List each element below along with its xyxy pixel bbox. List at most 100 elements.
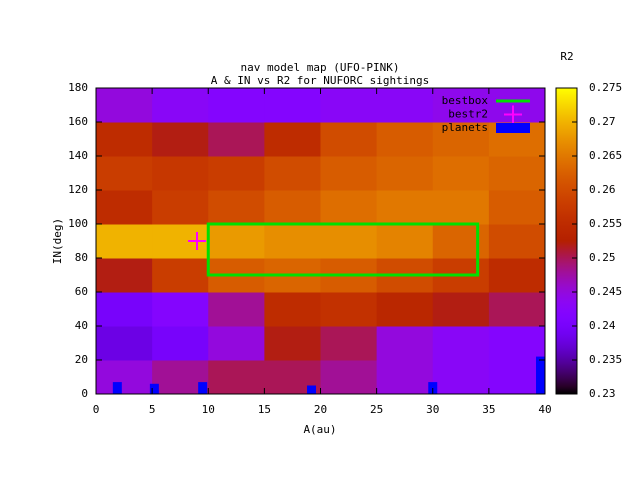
heat-cell bbox=[376, 326, 434, 361]
heat-cell bbox=[488, 190, 546, 225]
heat-cell bbox=[208, 156, 265, 191]
colorbar-tick-label: 0.23 bbox=[589, 387, 616, 400]
heat-cell bbox=[264, 292, 321, 327]
x-tick-label: 10 bbox=[202, 403, 215, 416]
heat-cell bbox=[152, 326, 209, 361]
heat-cell bbox=[376, 190, 434, 225]
heat-cell bbox=[432, 122, 490, 157]
heat-cell bbox=[376, 224, 434, 259]
x-tick-label: 20 bbox=[314, 403, 327, 416]
y-tick-label: 160 bbox=[68, 115, 88, 128]
x-tick-label: 15 bbox=[258, 403, 271, 416]
planet-bar bbox=[307, 385, 317, 394]
heat-cell bbox=[488, 326, 546, 361]
heat-cell bbox=[376, 122, 434, 157]
heat-cell bbox=[320, 326, 378, 361]
heat-cell bbox=[376, 360, 434, 395]
heat-cell bbox=[96, 360, 153, 395]
heat-cell bbox=[432, 156, 490, 191]
planet-bar bbox=[149, 383, 159, 394]
heat-cell bbox=[432, 190, 490, 225]
x-tick-label: 35 bbox=[482, 403, 495, 416]
heat-cell bbox=[432, 326, 490, 361]
x-tick-label: 25 bbox=[370, 403, 383, 416]
heat-cell bbox=[432, 224, 490, 259]
x-tick-label: 30 bbox=[426, 403, 439, 416]
x-tick-label: 5 bbox=[149, 403, 156, 416]
colorbar-tick-label: 0.24 bbox=[589, 319, 616, 332]
colorbar bbox=[555, 87, 578, 395]
heat-cell bbox=[208, 88, 265, 123]
chart-subtitle: A & IN vs R2 for NUFORC sightings bbox=[211, 74, 430, 87]
heat-cell bbox=[208, 122, 265, 157]
heat-cell bbox=[96, 292, 153, 327]
planet-bar bbox=[536, 356, 545, 394]
colorbar-tick-label: 0.25 bbox=[589, 251, 616, 264]
colorbar-label: R2 bbox=[560, 50, 573, 63]
heat-cell bbox=[264, 88, 321, 123]
colorbar-tick-label: 0.235 bbox=[589, 353, 622, 366]
heat-cell bbox=[488, 88, 546, 123]
heat-cell bbox=[96, 224, 153, 259]
legend-swatch bbox=[496, 123, 530, 133]
heat-cell bbox=[376, 88, 434, 123]
legend-label: bestr2 bbox=[448, 108, 488, 121]
heat-cell bbox=[96, 88, 153, 123]
heat-cell bbox=[152, 258, 209, 293]
heat-cell bbox=[320, 224, 378, 259]
heat-cell bbox=[152, 292, 209, 327]
heat-cell bbox=[320, 88, 378, 123]
heat-cell bbox=[432, 292, 490, 327]
heat-cell bbox=[432, 360, 490, 395]
heat-cell bbox=[208, 224, 265, 259]
y-tick-label: 180 bbox=[68, 81, 88, 94]
y-tick-label: 60 bbox=[75, 285, 88, 298]
chart-title: nav model map (UFO-PINK) bbox=[241, 61, 400, 74]
colorbar-tick-label: 0.275 bbox=[589, 81, 622, 94]
heat-cell bbox=[152, 88, 209, 123]
heat-cell bbox=[376, 292, 434, 327]
heat-cell bbox=[96, 190, 153, 225]
heat-cell bbox=[208, 360, 265, 395]
y-tick-label: 120 bbox=[68, 183, 88, 196]
y-tick-label: 80 bbox=[75, 251, 88, 264]
heat-cell bbox=[208, 190, 265, 225]
planet-bar bbox=[112, 382, 122, 394]
heat-cell bbox=[488, 258, 546, 293]
heat-cell bbox=[264, 326, 321, 361]
heat-cell bbox=[264, 122, 321, 157]
heat-cell bbox=[96, 156, 153, 191]
heat-cell bbox=[320, 292, 378, 327]
heat-cell bbox=[488, 224, 546, 259]
heat-cell bbox=[320, 190, 378, 225]
y-tick-label: 40 bbox=[75, 319, 88, 332]
heat-cell bbox=[96, 326, 153, 361]
y-tick-label: 140 bbox=[68, 149, 88, 162]
heat-cell bbox=[376, 156, 434, 191]
heat-cell bbox=[208, 326, 265, 361]
y-axis-label: IN(deg) bbox=[51, 218, 64, 264]
y-tick-label: 100 bbox=[68, 217, 88, 230]
x-tick-label: 40 bbox=[538, 403, 551, 416]
colorbar-tick-label: 0.245 bbox=[589, 285, 622, 298]
heat-cell bbox=[96, 258, 153, 293]
heat-cell bbox=[488, 156, 546, 191]
colorbar-tick-label: 0.27 bbox=[589, 115, 616, 128]
x-axis-label: A(au) bbox=[303, 423, 336, 436]
heat-cell bbox=[208, 292, 265, 327]
best-box bbox=[206, 222, 480, 277]
y-tick-label: 20 bbox=[75, 353, 88, 366]
heat-cell bbox=[264, 156, 321, 191]
legend-label: planets bbox=[442, 121, 488, 134]
planet-bar bbox=[198, 382, 208, 394]
heat-cell bbox=[264, 224, 321, 259]
heat-cell bbox=[264, 190, 321, 225]
heat-cell bbox=[152, 156, 209, 191]
heat-cell bbox=[96, 122, 153, 157]
x-tick-label: 0 bbox=[93, 403, 100, 416]
heat-cell bbox=[488, 292, 546, 327]
best-r2-point bbox=[188, 232, 207, 250]
heat-cell bbox=[432, 88, 490, 123]
y-tick-label: 0 bbox=[81, 387, 88, 400]
heat-cell bbox=[320, 360, 378, 395]
